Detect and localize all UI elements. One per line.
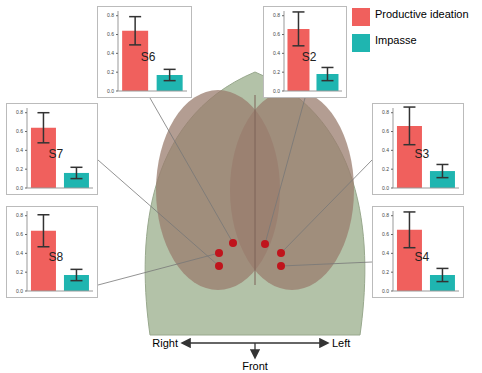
html-text:Productive ideation: Productive ideation (375, 8, 469, 20)
html-text:S4: S4 (414, 250, 430, 265)
svg-text:0.6: 0.6 (107, 31, 114, 37)
svg-text:0.2: 0.2 (16, 269, 23, 275)
svg-text:0.2: 0.2 (107, 69, 114, 75)
svg-text:0.4: 0.4 (382, 147, 389, 153)
svg-text:0.6: 0.6 (16, 128, 23, 134)
svg-text:0.4: 0.4 (16, 250, 23, 256)
svg-text:0.2: 0.2 (16, 166, 23, 172)
svg-text:0.8: 0.8 (382, 212, 389, 218)
html-text:S7: S7 (48, 147, 64, 162)
html-text:Impasse: Impasse (375, 34, 417, 46)
svg-text:0.6: 0.6 (382, 128, 389, 134)
html-text:S2: S2 (301, 50, 317, 65)
svg-text:0.0: 0.0 (16, 185, 23, 191)
svg-text:Front: Front (242, 360, 268, 372)
svg-text:0.0: 0.0 (107, 88, 114, 94)
svg-text:0.4: 0.4 (107, 50, 114, 56)
html-text:S3: S3 (414, 147, 430, 162)
svg-text:0.8: 0.8 (107, 12, 114, 18)
svg-text:0.4: 0.4 (16, 147, 23, 153)
svg-text:0.0: 0.0 (382, 185, 389, 191)
html-text:S8: S8 (48, 250, 64, 265)
svg-text:0.2: 0.2 (382, 166, 389, 172)
svg-text:Left: Left (332, 337, 350, 349)
svg-text:0.8: 0.8 (16, 109, 23, 115)
svg-text:0.0: 0.0 (16, 288, 23, 294)
svg-text:Right: Right (152, 337, 178, 349)
svg-text:0.0: 0.0 (273, 88, 280, 94)
svg-text:0.8: 0.8 (382, 109, 389, 115)
svg-text:0.6: 0.6 (273, 31, 280, 37)
svg-text:0.4: 0.4 (273, 50, 280, 56)
svg-text:0.2: 0.2 (273, 69, 280, 75)
svg-text:0.0: 0.0 (382, 288, 389, 294)
svg-text:0.6: 0.6 (16, 231, 23, 237)
svg-text:0.6: 0.6 (382, 231, 389, 237)
svg-text:0.8: 0.8 (273, 12, 280, 18)
svg-text:0.4: 0.4 (382, 250, 389, 256)
html-text:S6: S6 (140, 50, 156, 65)
svg-text:0.8: 0.8 (16, 212, 23, 218)
svg-text:0.2: 0.2 (382, 269, 389, 275)
